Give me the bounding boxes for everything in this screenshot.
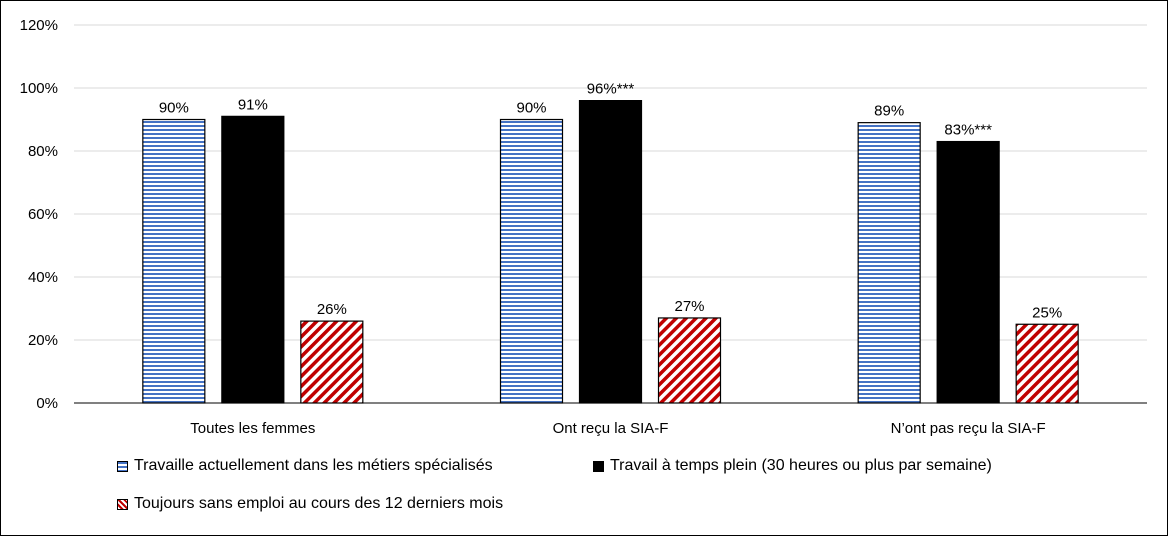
y-tick-label: 20% — [28, 332, 58, 349]
legend-label-specialized-trades: Travaille actuellement dans les métiers … — [134, 457, 493, 474]
data-label: 91% — [238, 96, 268, 113]
bar-specialized-trades — [142, 118, 206, 404]
bar-unemployed — [300, 320, 364, 404]
bar-full-time — [221, 115, 285, 404]
legend-swatch-blue-striped — [117, 460, 128, 472]
bar-full-time — [578, 99, 643, 404]
category-labels: Toutes les femmes Ont reçu la SIA-F N’ont … — [190, 420, 1045, 437]
legend-label-unemployed: Toujours sans emploi au cours des 12 der… — [134, 495, 504, 512]
legend-item-full-time: Travail à temps plein (30 heures ou plus… — [593, 457, 992, 475]
bar-specialized-trades — [857, 122, 921, 404]
bar-unemployed — [1015, 323, 1079, 404]
data-label: 90% — [159, 100, 189, 117]
data-label: 96%*** — [587, 81, 635, 98]
y-tick-label: 100% — [20, 80, 58, 97]
data-label: 26% — [317, 301, 347, 318]
y-tick-label: 60% — [28, 206, 58, 223]
legend-swatch-red-hatched — [117, 498, 128, 510]
data-labels: 90% 91% 26% 90% 96%*** 27% 89% 83%*** 25% — [159, 81, 1062, 322]
bars — [142, 99, 1079, 404]
category-label: N’ont pas reçu la SIA-F — [891, 420, 1046, 437]
data-label: 90% — [516, 100, 546, 117]
data-label: 27% — [674, 298, 704, 315]
category-label: Ont reçu la SIA-F — [553, 420, 669, 437]
y-tick-label: 0% — [36, 395, 58, 412]
data-label: 25% — [1032, 304, 1062, 321]
data-label: 89% — [874, 103, 904, 120]
legend-item-unemployed: Toujours sans emploi au cours des 12 der… — [117, 495, 503, 513]
bar-specialized-trades — [499, 118, 564, 404]
y-tick-label: 40% — [28, 269, 58, 286]
legend-item-specialized-trades: Travaille actuellement dans les métiers … — [117, 457, 493, 475]
category-label: Toutes les femmes — [190, 420, 315, 437]
legend-label-full-time: Travail à temps plein (30 heures ou plus… — [610, 457, 992, 474]
bar-chart: 0% 20% 40% 60% 80% 100% 120% 90% 91% 26% 90% 96%**… — [20, 17, 1147, 437]
y-tick-label: 120% — [20, 17, 58, 34]
legend-swatch-black — [593, 460, 604, 472]
bar-unemployed — [657, 317, 722, 404]
data-label: 83%*** — [944, 122, 992, 139]
bar-full-time — [936, 140, 1000, 404]
y-axis-tick-labels: 0% 20% 40% 60% 80% 100% 120% — [20, 17, 58, 412]
y-tick-label: 80% — [28, 143, 58, 160]
